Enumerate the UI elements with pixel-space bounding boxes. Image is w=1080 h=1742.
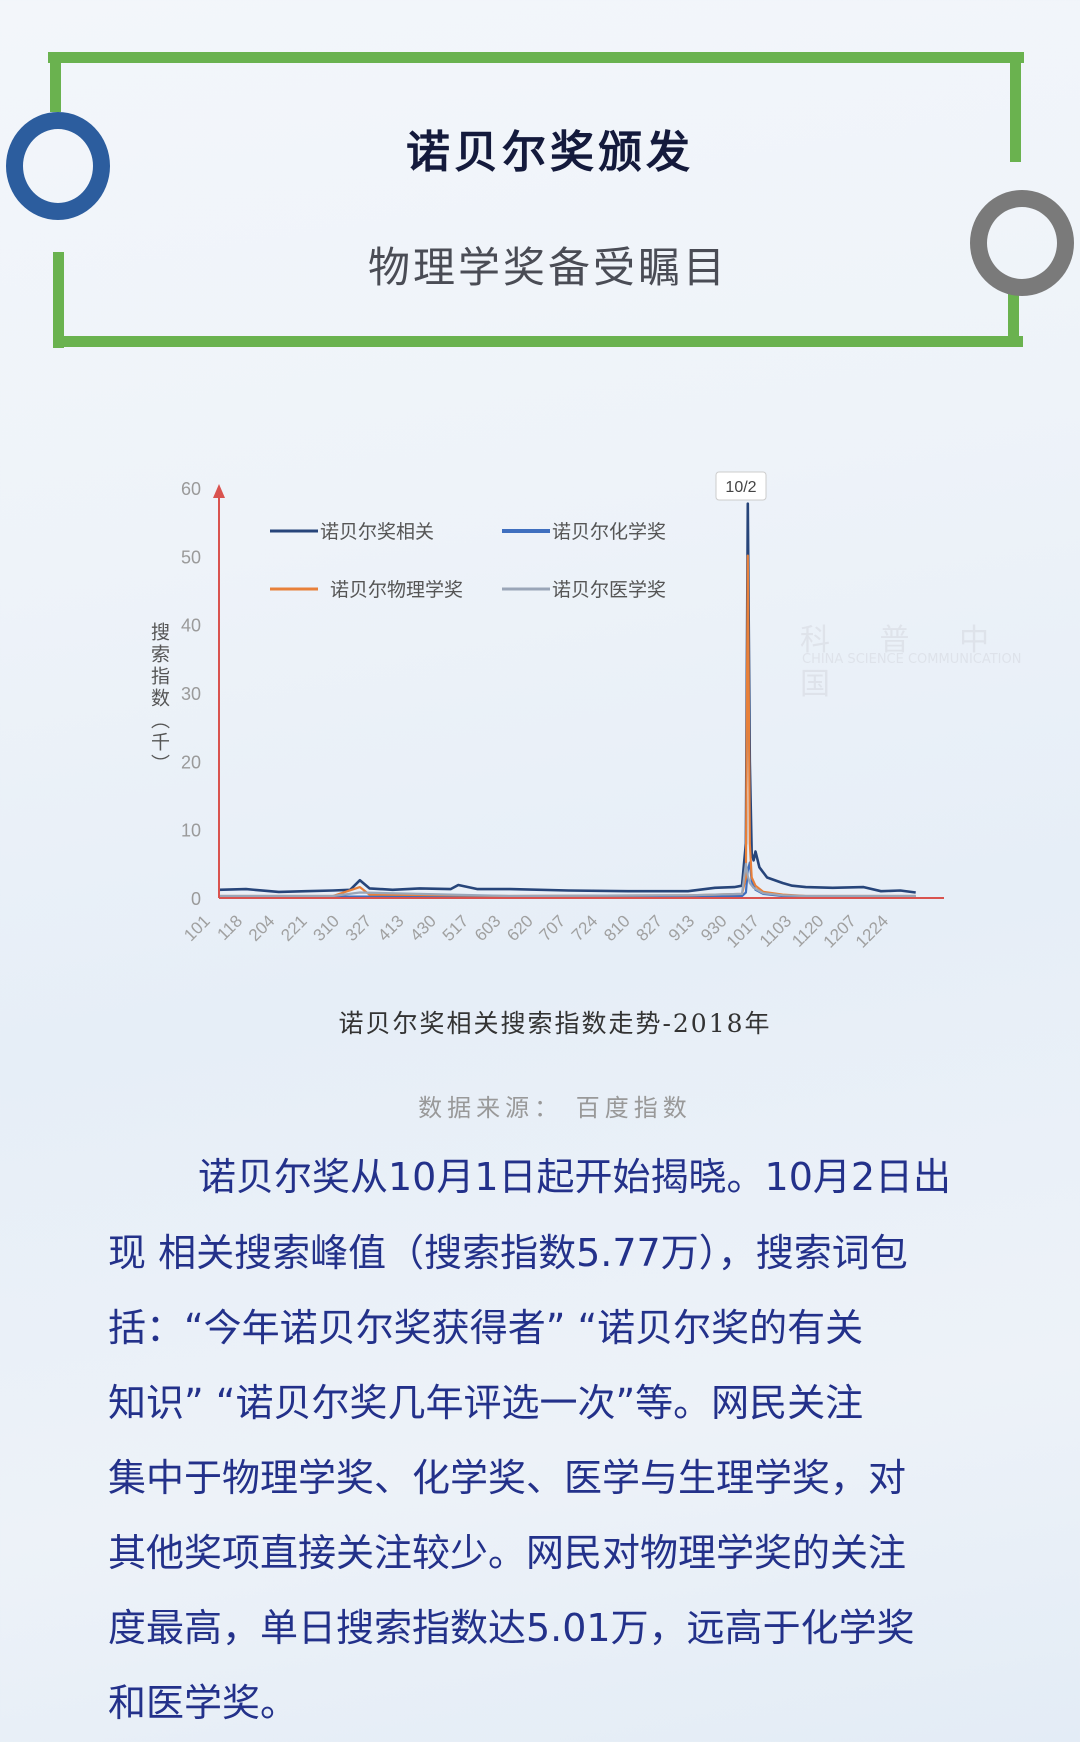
x-tick-label: 724 (568, 911, 601, 944)
frame-top (48, 52, 1024, 63)
watermark-logo: 科 普 中 国 (800, 623, 1010, 702)
paragraph-line: 集中于物理学奖、化学奖、医学与生理学奖，对 (108, 1456, 907, 1500)
y-axis-label: 搜索指数（千） (148, 622, 170, 776)
y-tick-label: 10 (181, 821, 201, 841)
x-tick-label: 1103 (756, 911, 795, 950)
x-tick-label: 204 (245, 911, 278, 944)
x-tick-label: 430 (406, 911, 439, 944)
page-subtitle: 物理学奖备受瞩目 (367, 243, 728, 292)
x-tick-label: 517 (439, 911, 472, 944)
watermark-subtext: CHINA SCIENCE COMMUNICATION (802, 652, 1022, 667)
y-tick-label: 30 (181, 684, 201, 704)
y-tick-label: 50 (181, 547, 201, 567)
x-tick-label: 221 (277, 911, 310, 944)
paragraph-line: 括：“今年诺贝尔奖获得者” “诺贝尔奖的有关 (108, 1306, 864, 1350)
page-title: 诺贝尔奖颁发 (406, 127, 694, 178)
x-tick-label: 827 (633, 911, 666, 944)
x-tick-label: 310 (310, 911, 343, 944)
x-tick-label: 707 (536, 911, 569, 944)
x-tick-label: 603 (471, 911, 504, 944)
frame-bottom (53, 336, 1023, 347)
x-tick-label: 1207 (820, 911, 860, 951)
y-tick-label: 20 (181, 752, 201, 772)
peak-annotation: 10/2 (725, 479, 756, 496)
paragraph-line: 诺贝尔奖从10月1日起开始揭晓。10月2日出 (198, 1155, 952, 1199)
x-tick-label: 620 (503, 911, 536, 944)
peak-annotation-box (715, 471, 767, 501)
x-tick-label: 413 (374, 911, 407, 944)
x-tick-label: 101 (180, 911, 213, 944)
frame-left-lower (53, 252, 64, 348)
x-tick-label: 327 (342, 911, 375, 944)
x-tick-label: 118 (214, 911, 247, 944)
series-line-3 (219, 554, 916, 898)
x-tick-label: 810 (600, 911, 633, 944)
x-tick-label: 913 (665, 911, 698, 944)
paragraph-line: 和医学奖。 (108, 1681, 299, 1725)
chart-title: 诺贝尔奖相关搜索指数走势-2018年 (338, 1009, 772, 1038)
frame-left-upper (50, 52, 61, 112)
frame-right-upper (1010, 52, 1021, 162)
y-tick-label: 0 (191, 889, 201, 909)
paragraph-line: 度最高，单日搜索指数达5.01万，远高于化学奖 (108, 1606, 915, 1650)
x-tick-label: 1120 (788, 911, 827, 950)
x-tick-label: 1224 (852, 911, 892, 951)
legend-label: 诺贝尔医学奖 (552, 579, 666, 601)
y-tick-label: 60 (181, 479, 201, 499)
legend-label: 诺贝尔化学奖 (552, 521, 666, 543)
series-line-1 (218, 502, 916, 894)
series-line-4 (219, 862, 916, 898)
legend-label: 诺贝尔物理学奖 (330, 579, 463, 601)
paragraph-line: 知识” “诺贝尔奖几年评选一次”等。网民关注 (108, 1381, 864, 1425)
x-tick-label: 1017 (723, 911, 763, 951)
paragraph-line: 现 相关搜索峰值（搜索指数5.77万），搜索词包 (108, 1231, 908, 1275)
y-axis-arrow-icon (213, 484, 225, 498)
frame-right-lower (1008, 290, 1019, 346)
line-chart: 0 10 20 30 40 50 60 101 118204221310327413430517… (180, 471, 944, 952)
y-tick-label: 40 (181, 616, 201, 636)
legend-label: 诺贝尔奖相关 (320, 521, 434, 543)
paragraph-line: 其他奖项直接关注较少。网民对物理学奖的关注 (108, 1531, 907, 1575)
data-source: 数据来源： 百度指数 (418, 1094, 692, 1122)
